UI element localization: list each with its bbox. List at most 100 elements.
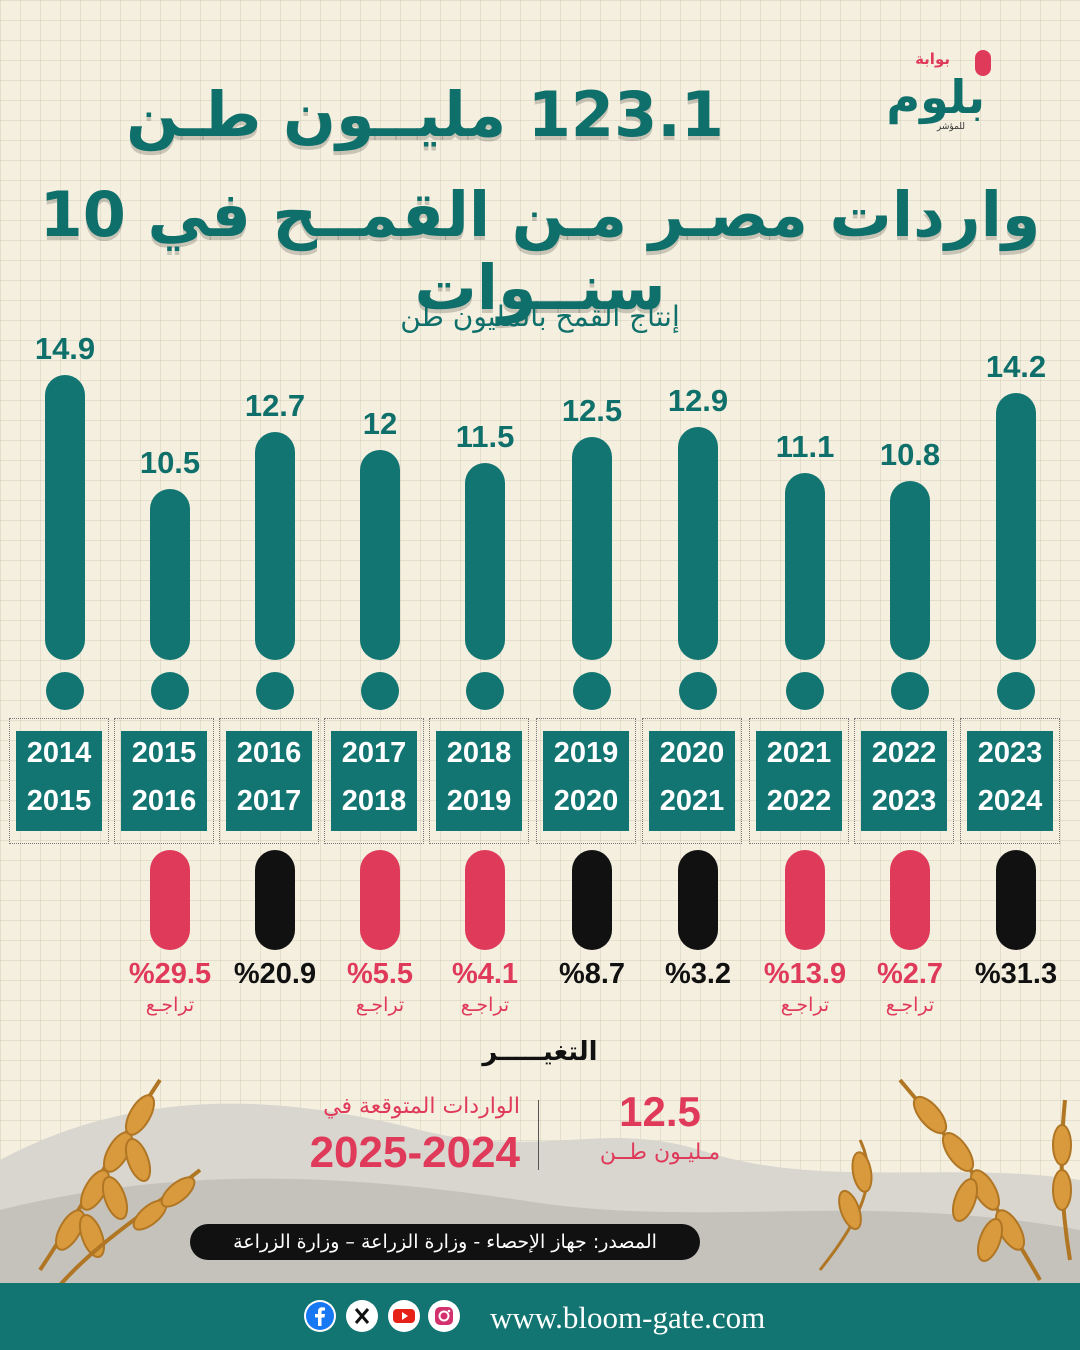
year-end-label: 2021	[659, 785, 725, 817]
bar-dot	[361, 672, 399, 710]
year-start-label: 2022	[871, 737, 937, 769]
bar	[465, 462, 505, 660]
change-direction: تراجـع	[355, 994, 405, 1016]
bar-column: 14.9 2014 2015	[9, 0, 113, 1050]
change-percent: %31.3	[974, 958, 1058, 990]
bar	[785, 473, 825, 660]
year-end-label: 2022	[766, 785, 832, 817]
bar-dot	[46, 672, 84, 710]
year-box: 2022 2023	[854, 718, 954, 844]
wheat-right-icon	[818, 1078, 1072, 1281]
logo-top-text: بوابة	[915, 50, 950, 68]
bar	[890, 480, 930, 660]
bar	[45, 375, 85, 660]
youtube-icon[interactable]	[388, 1300, 420, 1332]
bar	[678, 426, 718, 660]
bar-dot	[466, 672, 504, 710]
decline-pill	[785, 850, 825, 950]
year-box: 2016 2017	[219, 718, 319, 844]
bar-dot	[151, 672, 189, 710]
bar-value-label: 12.5	[561, 393, 623, 429]
year-end-label: 2019	[446, 785, 512, 817]
year-start-label: 2018	[446, 737, 512, 769]
change-percent: %5.5	[346, 958, 414, 990]
bar-value-label: 12.9	[667, 382, 729, 418]
year-box: 2020 2021	[642, 718, 742, 844]
year-box-fill: 2021 2022	[756, 731, 842, 831]
bar-dot	[997, 672, 1035, 710]
expected-imports-years: 2025-2024	[309, 1128, 520, 1177]
footer-bar	[0, 1283, 1080, 1350]
bar	[255, 432, 295, 660]
change-percent: %29.5	[128, 958, 212, 990]
bar-dot	[679, 672, 717, 710]
bar-dot	[891, 672, 929, 710]
year-start-label: 2015	[131, 737, 197, 769]
change-percent: %4.1	[451, 958, 519, 990]
logo-main-text: بلوم	[886, 70, 987, 124]
bar	[360, 450, 400, 660]
bar-column: 11.1 2021 2022 %13.9 تراجـع	[749, 0, 853, 1050]
year-box-fill: 2015 2016	[121, 731, 207, 831]
bar-column: 11.5 2018 2019 %4.1 تراجـع	[429, 0, 533, 1050]
bar-value-label: 10.8	[879, 436, 941, 472]
source-note: المصدر: جهاز الإحصاء - وزارة الزراعة – و…	[190, 1224, 700, 1260]
year-end-label: 2018	[341, 785, 407, 817]
decline-pill	[360, 850, 400, 950]
bar-value-label: 11.1	[775, 429, 835, 465]
change-direction: تراجـع	[460, 994, 510, 1016]
year-end-label: 2023	[871, 785, 937, 817]
change-percent: %2.7	[876, 958, 944, 990]
wheat-left-icon	[38, 1078, 202, 1287]
year-box-fill: 2023 2024	[967, 731, 1053, 831]
year-end-label: 2024	[977, 785, 1043, 817]
expected-imports-unit: مـليـون طــن	[599, 1140, 721, 1165]
bar-dot	[256, 672, 294, 710]
change-percent: %8.7	[558, 958, 626, 990]
bar-value-label: 14.9	[34, 331, 96, 367]
change-label: التغيـــــر	[482, 1037, 598, 1067]
change-direction: تراجـع	[145, 994, 195, 1016]
year-end-label: 2015	[26, 785, 92, 817]
bar-dot	[573, 672, 611, 710]
decline-pill	[890, 850, 930, 950]
change-percent: %20.9	[233, 958, 317, 990]
instagram-icon[interactable]	[428, 1300, 460, 1332]
bar-dot	[786, 672, 824, 710]
bar-column: 12.9 2020 2021 %3.2	[642, 0, 746, 1050]
year-box: 2021 2022	[749, 718, 849, 844]
divider	[538, 1100, 539, 1170]
bar-value-label: 10.5	[139, 444, 201, 480]
year-box: 2018 2019	[429, 718, 529, 844]
bar-column: 12.5 2019 2020 %8.7	[536, 0, 640, 1050]
year-box-fill: 2022 2023	[861, 731, 947, 831]
x-icon[interactable]	[346, 1300, 378, 1332]
increase-pill	[255, 850, 295, 950]
year-start-label: 2016	[236, 737, 302, 769]
increase-pill	[678, 850, 718, 950]
year-box: 2023 2024	[960, 718, 1060, 844]
year-start-label: 2017	[341, 737, 407, 769]
year-end-label: 2016	[131, 785, 197, 817]
decline-pill	[150, 850, 190, 950]
year-end-label: 2017	[236, 785, 302, 817]
year-box-fill: 2019 2020	[543, 731, 629, 831]
logo-sub-text: للمؤشر	[936, 122, 965, 132]
bar	[572, 437, 612, 660]
website-link[interactable]: www.bloom-gate.com	[490, 1300, 766, 1335]
year-box-fill: 2020 2021	[649, 731, 735, 831]
facebook-icon[interactable]	[304, 1300, 336, 1332]
year-start-label: 2021	[766, 737, 832, 769]
bar-column: 12 2017 2018 %5.5 تراجـع	[324, 0, 428, 1050]
title-line-2: واردات مصـر مـن القمــح في 10 سنــوات	[39, 178, 1041, 324]
expected-imports-label: الواردات المتوقعة في	[323, 1094, 520, 1119]
change-direction: تراجـع	[885, 994, 935, 1016]
year-box: 2015 2016	[114, 718, 214, 844]
bar-value-label: 12.7	[244, 388, 306, 423]
bar-value-label: 11.5	[455, 418, 515, 454]
bloom-logo: بوابة بلوم للمؤشر	[855, 42, 1005, 134]
decline-pill	[465, 850, 505, 950]
bar-column: 10.5 2015 2016 %29.5 تراجـع	[114, 0, 218, 1050]
year-box: 2014 2015	[9, 718, 109, 844]
bar-value-label: 12	[362, 406, 398, 441]
